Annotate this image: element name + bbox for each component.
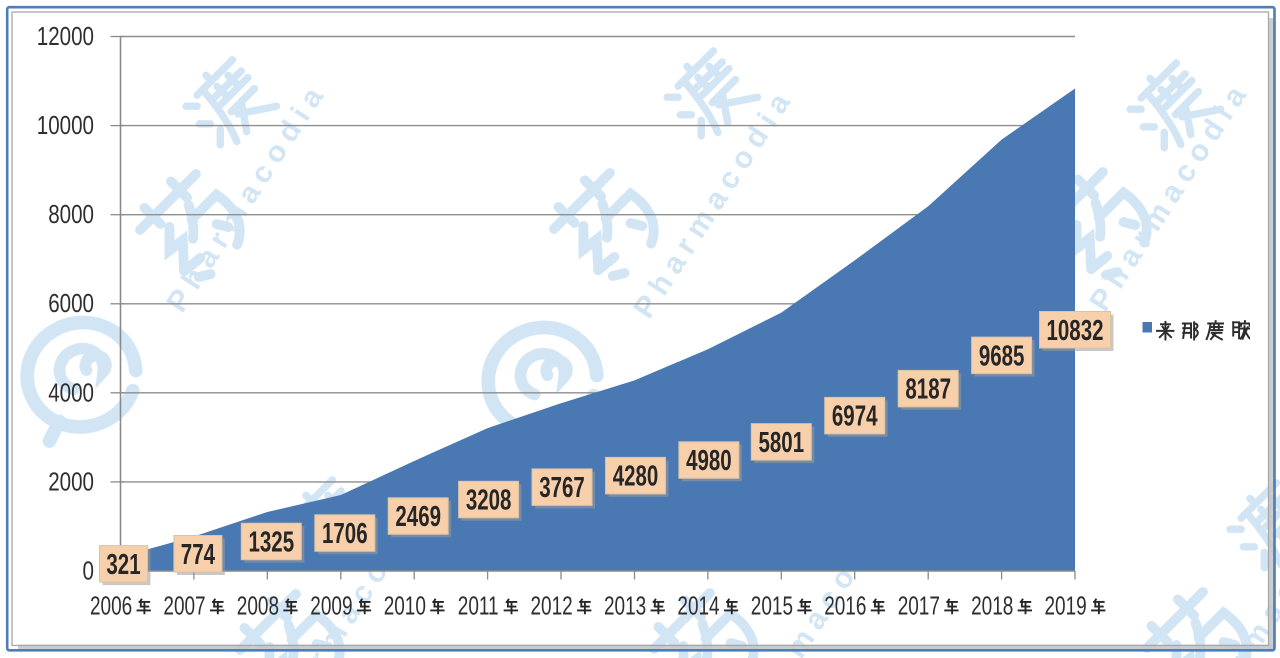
svg-text:774: 774: [181, 538, 215, 570]
svg-text:5801: 5801: [759, 426, 805, 458]
svg-text:2006: 2006: [90, 591, 132, 621]
svg-text:3208: 3208: [466, 484, 512, 516]
svg-text:2019: 2019: [1044, 591, 1086, 621]
svg-text:2008: 2008: [237, 591, 279, 621]
svg-text:2010: 2010: [384, 591, 426, 621]
svg-text:4980: 4980: [686, 445, 732, 477]
svg-text:2016: 2016: [824, 591, 866, 621]
svg-text:1706: 1706: [322, 518, 368, 550]
svg-text:2012: 2012: [530, 591, 572, 621]
svg-text:2011: 2011: [458, 591, 499, 621]
svg-text:10832: 10832: [1047, 314, 1104, 346]
svg-text:2000: 2000: [48, 467, 94, 496]
svg-text:0: 0: [83, 556, 94, 585]
svg-text:8187: 8187: [905, 373, 951, 405]
svg-text:2007: 2007: [163, 591, 205, 621]
svg-text:8000: 8000: [48, 200, 94, 229]
svg-text:6974: 6974: [832, 400, 878, 432]
svg-text:9685: 9685: [979, 340, 1025, 372]
svg-text:2013: 2013: [604, 591, 646, 621]
svg-text:10000: 10000: [37, 111, 94, 140]
svg-text:12000: 12000: [37, 22, 94, 51]
svg-text:321: 321: [106, 549, 140, 581]
svg-text:2009: 2009: [310, 591, 352, 621]
svg-text:2017: 2017: [898, 591, 940, 621]
svg-text:3767: 3767: [539, 472, 585, 504]
svg-text:1325: 1325: [249, 526, 295, 558]
svg-text:4000: 4000: [48, 378, 94, 407]
svg-text:2018: 2018: [971, 591, 1013, 621]
svg-text:2469: 2469: [395, 501, 441, 533]
svg-text:2014: 2014: [677, 591, 719, 621]
svg-text:4280: 4280: [613, 460, 659, 492]
svg-text:2015: 2015: [751, 591, 793, 621]
svg-text:6000: 6000: [48, 289, 94, 318]
